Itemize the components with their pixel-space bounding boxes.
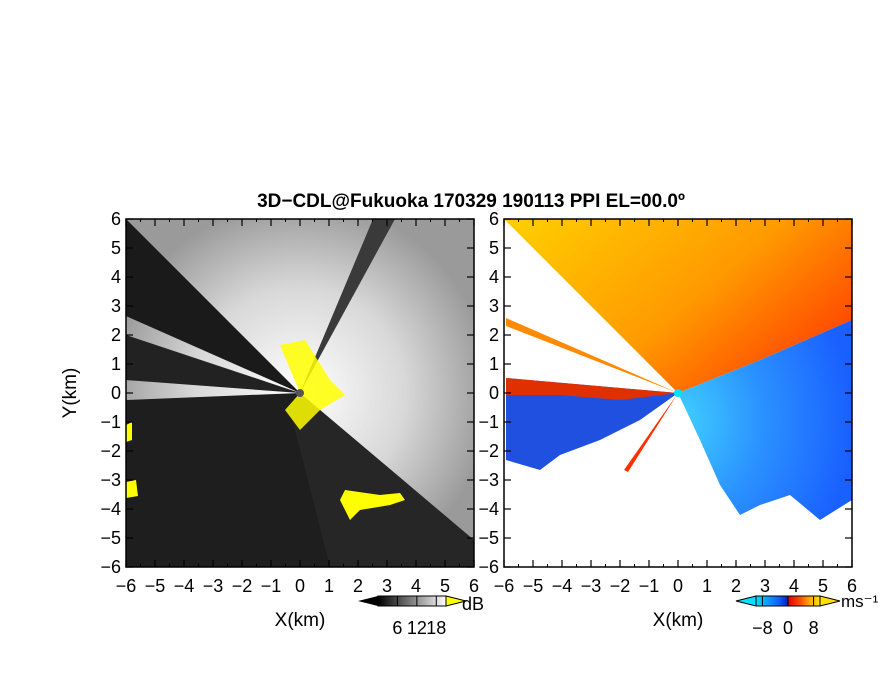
- snr-shadow-west: [126, 219, 300, 393]
- snr-flag-edge2: [126, 480, 138, 498]
- velocity-y-tick-label: 6: [489, 209, 499, 229]
- snr-flag-southeast: [340, 490, 405, 520]
- snr-shadow-west2: [126, 335, 300, 393]
- velocity-y-tick-label: −2: [478, 441, 499, 461]
- snr-x-tick-label: 3: [382, 576, 392, 596]
- velocity-colorbar-under: [735, 595, 757, 607]
- snr-x-tick-label: −6: [116, 576, 137, 596]
- snr-field: [126, 219, 474, 567]
- velocity-colorbar-over: [819, 595, 841, 607]
- velocity-y-tick-label: 5: [489, 238, 499, 258]
- snr-colorbar-unit: dB: [462, 594, 484, 614]
- snr-x-tick-label: −3: [203, 576, 224, 596]
- velocity-x-tick-label: −1: [639, 576, 660, 596]
- snr-x-tick-label: −2: [232, 576, 253, 596]
- velocity-y-tick-label: −5: [478, 528, 499, 548]
- snr-y-tick-label: −1: [100, 412, 121, 432]
- snr-x-tick-label: 4: [411, 576, 421, 596]
- velocity-west-ray: [506, 318, 678, 393]
- velocity-x-tick-label: 1: [702, 576, 712, 596]
- snr-x-tick-label: 5: [440, 576, 450, 596]
- snr-y-tick-label: −4: [100, 499, 121, 519]
- snr-x-tick-label: 2: [353, 576, 363, 596]
- velocity-x-tick-label: 4: [789, 576, 799, 596]
- velocity-y-tick-label: −4: [478, 499, 499, 519]
- snr-x-tick-label: −5: [145, 576, 166, 596]
- velocity-x-tick-label: 0: [673, 576, 683, 596]
- snr-y-tick-label: 0: [111, 383, 121, 403]
- snr-colorbar-under: [358, 596, 378, 606]
- snr-x-tick-label: 0: [295, 576, 305, 596]
- snr-x-tick-label: −1: [261, 576, 282, 596]
- velocity-y-tick-label: 0: [489, 383, 499, 403]
- snr-y-tick-label: 5: [111, 238, 121, 258]
- snr-colorbar: dB 6 12 18: [358, 594, 484, 638]
- velocity-y-tick-label: 4: [489, 267, 499, 287]
- velocity-east-sector: [678, 320, 852, 520]
- snr-xlabel: X(km): [275, 610, 326, 631]
- snr-colorbar-over: [445, 595, 467, 607]
- velocity-x-tick-label: 5: [818, 576, 828, 596]
- velocity-colorbar-tick-label: 8: [809, 618, 819, 638]
- velocity-y-tick-label: −3: [478, 470, 499, 490]
- velocity-colorbar-unit: ms⁻¹: [841, 592, 879, 611]
- snr-flag-center: [280, 340, 345, 430]
- snr-shadow-south: [290, 393, 474, 567]
- radar-site-marker: [296, 389, 304, 397]
- snr-colorbar-tick-label: 6: [392, 618, 402, 638]
- snr-y-tick-label: −6: [100, 557, 121, 577]
- snr-y-tick-label: 4: [111, 267, 121, 287]
- snr-y-tick-label: −5: [100, 528, 121, 548]
- velocity-colorbar-tick-label: −8: [752, 618, 773, 638]
- velocity-colorbar-ticks: −8 0 8: [752, 596, 819, 638]
- snr-y-tick-label: 1: [111, 354, 121, 374]
- snr-x-tick-label: −4: [174, 576, 195, 596]
- velocity-x-tick-label: 2: [731, 576, 741, 596]
- radar-site-marker-velocity: [674, 389, 682, 397]
- snr-y-tick-label: −2: [100, 441, 121, 461]
- velocity-y-tick-label: 1: [489, 354, 499, 374]
- snr-flag-edge: [126, 422, 132, 442]
- velocity-x-tick-label: −5: [523, 576, 544, 596]
- snr-y-tick-label: 2: [111, 325, 121, 345]
- snr-shadow-northeast: [300, 219, 395, 393]
- snr-y-tick-label: 6: [111, 209, 121, 229]
- figure-title: 3D−CDL@Fukuoka 170329 190113 PPI EL=00.0…: [257, 191, 685, 212]
- velocity-west-edge: [506, 378, 678, 400]
- snr-ylabel: Y(km): [60, 368, 81, 419]
- velocity-x-tick-label: −4: [552, 576, 573, 596]
- velocity-x-tick-label: −6: [494, 576, 515, 596]
- velocity-x-tick-label: −3: [581, 576, 602, 596]
- velocity-y-tick-label: 2: [489, 325, 499, 345]
- velocity-y-tick-label: 3: [489, 296, 499, 316]
- velocity-south-ray: [624, 393, 678, 472]
- velocity-colorbar-tick-label: 0: [783, 618, 793, 638]
- velocity-x-tick-label: 3: [760, 576, 770, 596]
- velocity-field: [504, 219, 852, 567]
- velocity-y-tick-label: −6: [478, 557, 499, 577]
- snr-x-tick-label: 1: [324, 576, 334, 596]
- snr-y-tick-label: −3: [100, 470, 121, 490]
- snr-y-tick-label: 3: [111, 296, 121, 316]
- velocity-colorbar: ms⁻¹ −8 0 8: [735, 592, 879, 638]
- velocity-xlabel: X(km): [653, 610, 704, 631]
- velocity-x-tick-label: 6: [847, 576, 857, 596]
- snr-colorbar-ticks: 6 12 18: [392, 596, 446, 638]
- snr-colorbar-tick-label: 12: [407, 618, 427, 638]
- velocity-north-sector: [504, 219, 852, 393]
- snr-colorbar-tick-label: 18: [426, 618, 446, 638]
- velocity-west-sector: [506, 378, 678, 470]
- velocity-y-tick-label: −1: [478, 412, 499, 432]
- velocity-x-tick-label: −2: [610, 576, 631, 596]
- snr-x-tick-label: 6: [469, 576, 479, 596]
